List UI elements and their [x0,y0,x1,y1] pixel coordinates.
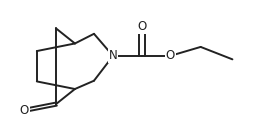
Text: N: N [109,49,117,62]
Text: O: O [20,104,29,117]
Text: O: O [138,20,147,33]
Text: O: O [166,49,175,62]
